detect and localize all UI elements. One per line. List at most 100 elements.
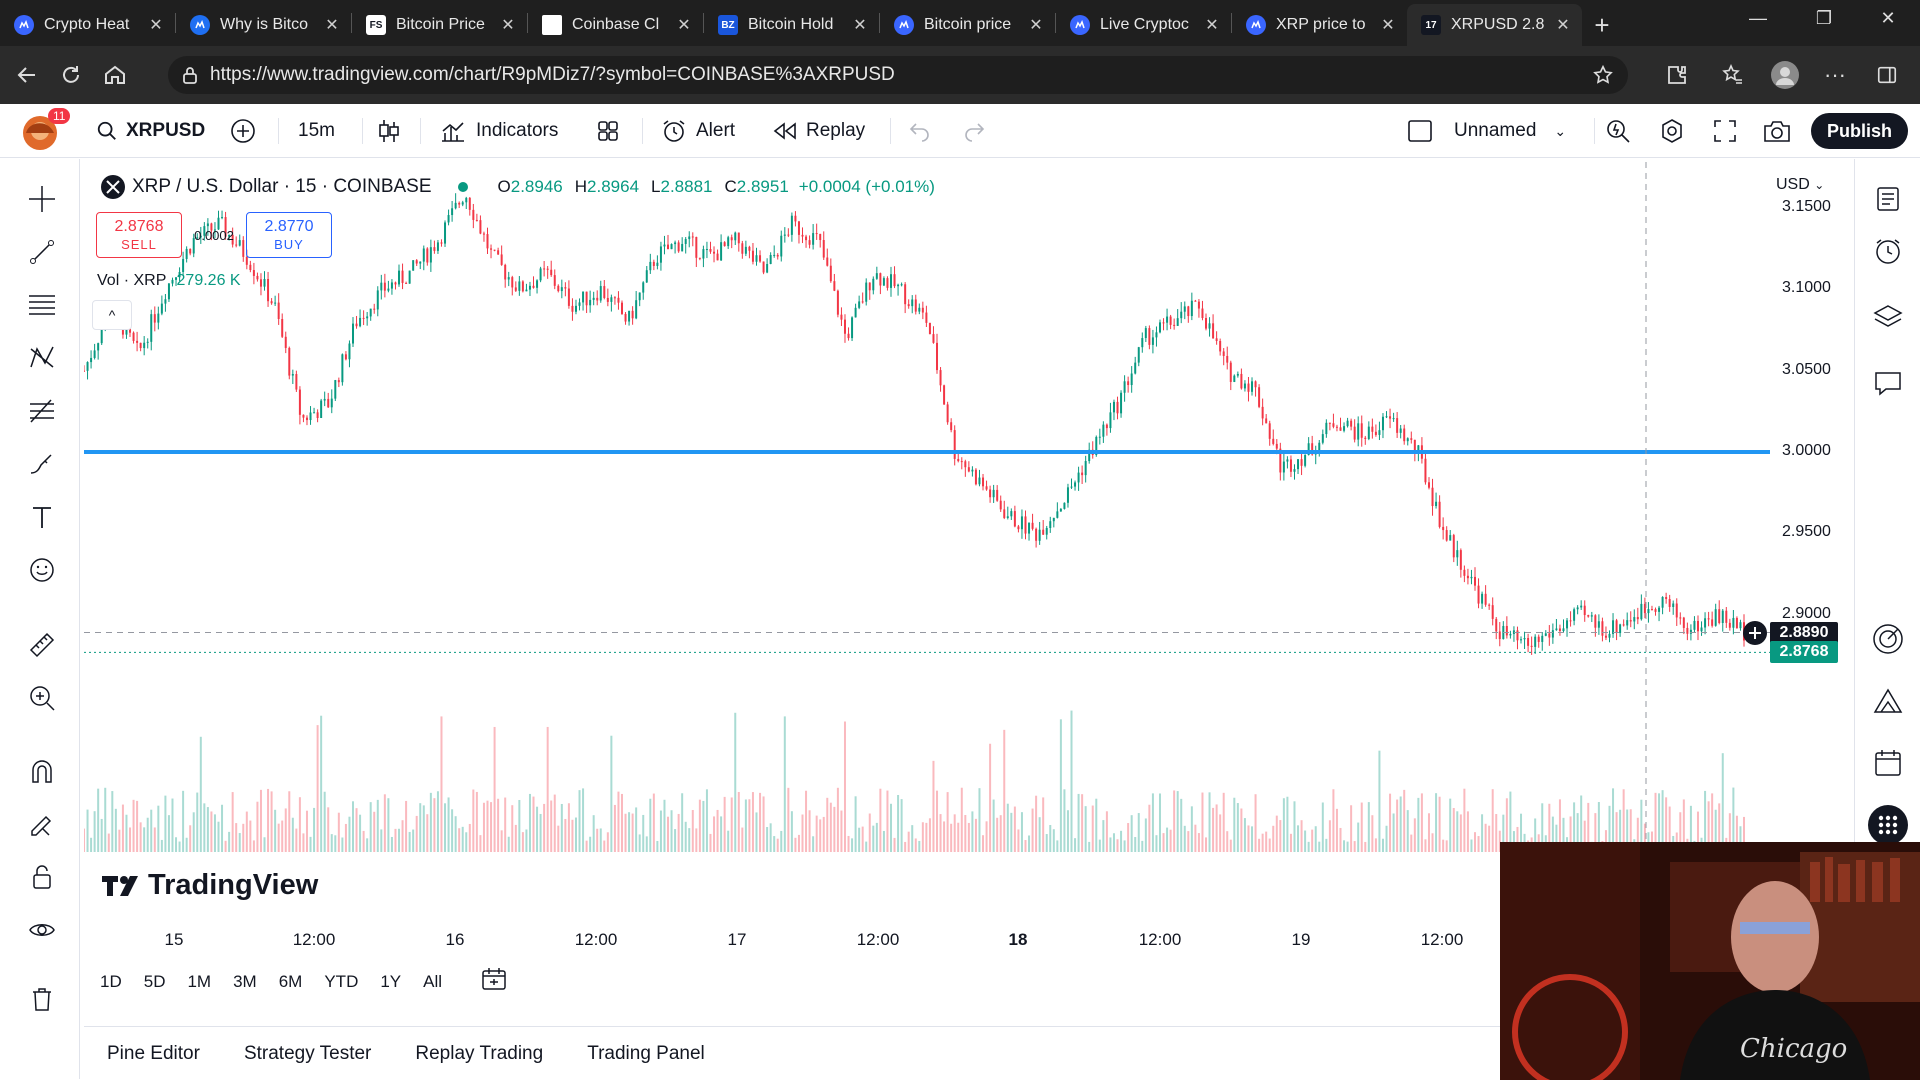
- compare-symbol-button[interactable]: [230, 104, 256, 158]
- fib-tool-icon[interactable]: [22, 391, 62, 431]
- quick-search-button[interactable]: [1604, 104, 1632, 158]
- minimize-icon[interactable]: —: [1749, 8, 1767, 28]
- range-button[interactable]: 1D: [100, 971, 122, 991]
- tab-close-icon[interactable]: ✕: [325, 17, 339, 34]
- tab-close-icon[interactable]: ✕: [1029, 17, 1043, 34]
- browser-tab[interactable]: BZ Bitcoin Hold ✕: [704, 4, 879, 46]
- bottom-tab[interactable]: Replay Trading: [415, 1042, 544, 1064]
- tab-close-icon[interactable]: ✕: [501, 17, 515, 34]
- indicators-button[interactable]: Indicators: [440, 104, 558, 158]
- alerts-icon[interactable]: [1868, 231, 1908, 271]
- volume-bar: [748, 799, 751, 852]
- tab-close-icon[interactable]: ✕: [149, 17, 163, 34]
- sell-button[interactable]: 2.8768 SELL: [96, 212, 182, 258]
- emoji-icon[interactable]: [22, 550, 62, 590]
- pattern-tool-icon[interactable]: [22, 338, 62, 378]
- horizontal-lines-icon[interactable]: [22, 285, 62, 325]
- menu-more-icon[interactable]: ···: [1824, 62, 1846, 87]
- undo-button[interactable]: [908, 104, 932, 158]
- redo-button[interactable]: [962, 104, 986, 158]
- volume-bar: [1102, 820, 1105, 852]
- tab-close-icon[interactable]: ✕: [1205, 17, 1219, 34]
- range-button[interactable]: 5D: [143, 971, 166, 991]
- date-range-icon[interactable]: [480, 966, 508, 997]
- interval-button[interactable]: 15m: [298, 120, 335, 141]
- new-tab-button[interactable]: +: [1594, 9, 1610, 40]
- volume-bar: [121, 804, 124, 852]
- close-window-icon[interactable]: ✕: [1880, 8, 1896, 28]
- sidebar-toggle-icon[interactable]: [1870, 58, 1904, 92]
- browser-tab[interactable]: XRP price to ✕: [1232, 4, 1407, 46]
- url-field[interactable]: https://www.tradingview.com/chart/R9pMDi…: [168, 56, 1628, 94]
- back-icon[interactable]: [10, 58, 44, 92]
- range-button[interactable]: 1Y: [380, 971, 402, 991]
- volume-bar: [1576, 813, 1579, 852]
- replay-button[interactable]: Replay: [772, 104, 865, 158]
- browser-tab[interactable]: 17 XRPUSD 2.8 ✕: [1407, 4, 1582, 46]
- price-chart[interactable]: [84, 162, 1854, 902]
- apps-grid-icon[interactable]: [1868, 805, 1908, 845]
- publish-button[interactable]: Publish: [1810, 113, 1908, 149]
- range-button[interactable]: 1M: [187, 971, 212, 991]
- tab-close-icon[interactable]: ✕: [677, 17, 691, 34]
- tab-close-icon[interactable]: ✕: [853, 17, 867, 34]
- range-button[interactable]: 3M: [233, 971, 257, 991]
- bottom-tab[interactable]: Pine Editor: [107, 1042, 200, 1064]
- home-icon[interactable]: [98, 58, 132, 92]
- tab-close-icon[interactable]: ✕: [1381, 17, 1395, 34]
- watchlist-icon[interactable]: [1868, 179, 1908, 219]
- calendar-icon[interactable]: [1868, 743, 1908, 783]
- hide-drawings-icon[interactable]: [22, 910, 62, 950]
- settings-button[interactable]: [1658, 104, 1686, 158]
- target-icon[interactable]: [1868, 619, 1908, 659]
- snapshot-button[interactable]: [1762, 104, 1792, 158]
- browser-tab[interactable]: Bitcoin price ✕: [880, 4, 1055, 46]
- text-tool-icon[interactable]: [22, 497, 62, 537]
- user-avatar[interactable]: 11: [20, 104, 71, 158]
- candle-body: [567, 288, 570, 306]
- trash-icon[interactable]: [22, 979, 62, 1019]
- bottom-tab[interactable]: Trading Panel: [587, 1042, 705, 1064]
- alert-button[interactable]: Alert: [660, 104, 735, 158]
- profile-avatar[interactable]: [1768, 58, 1802, 92]
- chat-icon[interactable]: [1868, 363, 1908, 403]
- layers-icon[interactable]: [1868, 297, 1908, 337]
- lock-drawings-icon[interactable]: [22, 857, 62, 897]
- layout-button[interactable]: Unnamed ⌄: [1406, 104, 1566, 158]
- extensions-icon[interactable]: [1660, 58, 1694, 92]
- ideas-icon[interactable]: [1868, 681, 1908, 721]
- chart-type-button[interactable]: [378, 104, 400, 158]
- collapse-legend-button[interactable]: ^: [92, 300, 132, 330]
- time-axis[interactable]: 15 12:00 16 12:00 17 12:00 18 12:00 19 12:00: [84, 924, 1504, 954]
- crosshair-icon[interactable]: [22, 179, 62, 219]
- range-button[interactable]: 6M: [278, 971, 303, 991]
- favorites-icon[interactable]: [1716, 58, 1750, 92]
- trend-line-icon[interactable]: [22, 232, 62, 272]
- ruler-icon[interactable]: [22, 625, 62, 665]
- browser-tab[interactable]: Live Cryptoc ✕: [1056, 4, 1231, 46]
- browser-tab[interactable]: Why is Bitco ✕: [176, 4, 351, 46]
- magnet-icon[interactable]: [22, 751, 62, 791]
- symbol-search-button[interactable]: XRPUSD: [96, 104, 205, 158]
- range-button[interactable]: All: [423, 971, 443, 991]
- restore-icon[interactable]: ❐: [1815, 8, 1833, 28]
- reload-icon[interactable]: [54, 58, 88, 92]
- range-button[interactable]: YTD: [324, 971, 359, 991]
- zoom-in-icon[interactable]: [22, 678, 62, 718]
- stay-in-drawing-icon[interactable]: [22, 804, 62, 844]
- tab-close-icon[interactable]: ✕: [1556, 17, 1570, 34]
- candle-body: [1222, 351, 1225, 356]
- add-alert-plus-icon[interactable]: [1742, 620, 1768, 646]
- browser-tab[interactable]: Crypto Heat ✕: [0, 4, 175, 46]
- brush-icon[interactable]: [22, 444, 62, 484]
- favorite-star-icon[interactable]: [1592, 64, 1614, 86]
- browser-tab[interactable]: Coinbase Cl ✕: [528, 4, 703, 46]
- candle-body: [1268, 423, 1271, 439]
- currency-selector[interactable]: USD ⌄: [1776, 176, 1825, 193]
- browser-tab[interactable]: FS Bitcoin Price ✕: [352, 4, 527, 46]
- bottom-tab[interactable]: Strategy Tester: [243, 1042, 372, 1064]
- fullscreen-button[interactable]: [1712, 104, 1738, 158]
- templates-button[interactable]: [596, 104, 620, 158]
- candle-body: [1725, 610, 1728, 623]
- buy-button[interactable]: 2.8770 BUY: [246, 212, 332, 258]
